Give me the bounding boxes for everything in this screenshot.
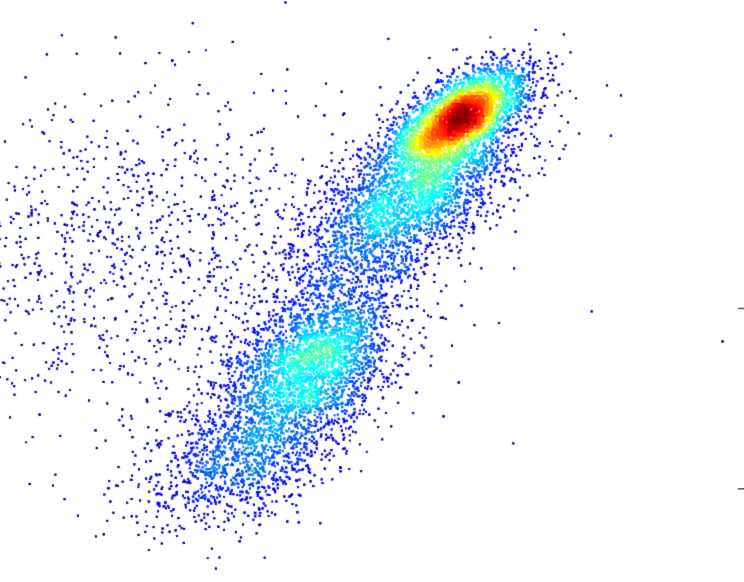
density-scatter-points [0, 0, 744, 582]
plot-area [0, 0, 744, 582]
axis-edge-marks [738, 307, 744, 490]
